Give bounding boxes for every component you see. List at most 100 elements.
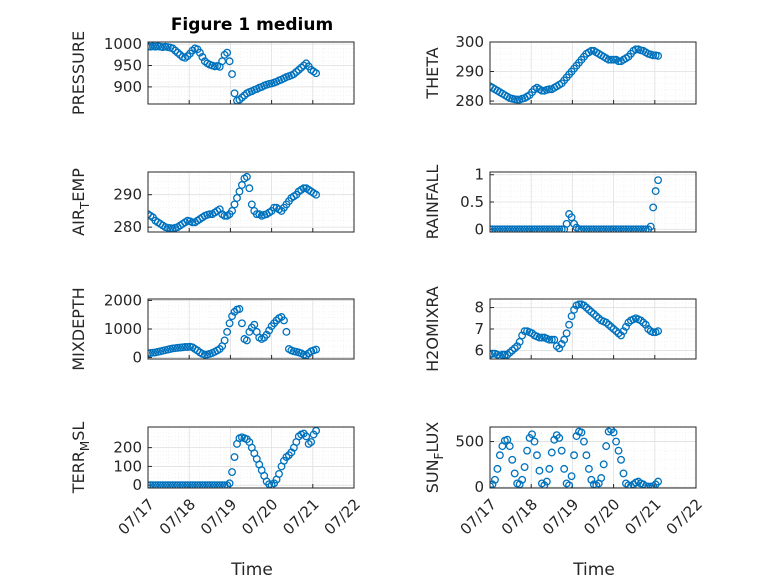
y-axis-label: MIXDEPTH (69, 287, 88, 370)
data-point (245, 327, 254, 336)
data-point (654, 327, 663, 336)
data-point (607, 322, 616, 331)
data-point (565, 320, 574, 329)
data-point (589, 310, 598, 318)
data-point (203, 481, 212, 488)
data-point (505, 442, 514, 451)
y-tick-label: 1000 (104, 320, 142, 338)
data-point (173, 481, 182, 488)
y-tick-label: 7 (474, 320, 484, 338)
subplot-pressure: 900 950 1000 PRESSURE (69, 31, 355, 115)
figure-title: Figure 1 medium (171, 15, 333, 35)
data-point (604, 225, 613, 232)
subplot-theta: 280 290 300 THETA (423, 33, 697, 110)
data-point (161, 481, 170, 488)
data-point (210, 481, 219, 488)
data-point (617, 455, 625, 464)
data-point (575, 300, 583, 309)
data-point (622, 322, 630, 331)
data-point (545, 464, 554, 473)
data-point (579, 437, 588, 446)
data-point (299, 184, 308, 193)
x-tick-label: 07/20 (580, 495, 623, 538)
data-point (198, 481, 207, 488)
subplot-h2omixra: 6 7 8 H2OMIXRA (423, 286, 697, 372)
data-point (193, 481, 202, 488)
data-point (520, 327, 529, 336)
data-point (294, 65, 303, 74)
data-point (614, 329, 623, 338)
x-axis-label-left: Time (230, 560, 273, 580)
data-point (631, 45, 640, 54)
data-point (634, 225, 643, 232)
data-point (515, 225, 524, 232)
data-point (520, 225, 529, 232)
data-point (220, 336, 229, 345)
data-point (235, 95, 244, 104)
data-point (493, 225, 502, 232)
data-point (237, 93, 246, 102)
x-tick-label: 07/18 (156, 495, 199, 538)
data-point (545, 85, 554, 94)
data-point (644, 482, 653, 488)
y-tick-label: 500 (455, 433, 484, 451)
data-point (275, 469, 283, 478)
axes-frame (489, 41, 697, 105)
data-point (582, 451, 591, 460)
data-point (235, 187, 244, 196)
data-point (191, 481, 199, 488)
data-point (218, 481, 227, 488)
data-point (156, 481, 165, 488)
data-point (560, 464, 569, 473)
y-tick-label: 290 (455, 63, 484, 81)
y-tick-label: 900 (113, 78, 142, 96)
data-point (490, 225, 497, 232)
data-point (215, 481, 224, 488)
data-point (490, 475, 499, 484)
y-tick-label: 1 (474, 166, 484, 184)
data-point (587, 307, 596, 316)
data-point (649, 328, 658, 337)
data-point (577, 225, 586, 232)
data-point (587, 46, 596, 55)
data-point (498, 225, 507, 232)
data-point (587, 225, 596, 232)
data-point (612, 225, 621, 232)
data-point (557, 340, 566, 348)
data-point (230, 453, 239, 461)
x-tick-label: 07/22 (321, 495, 364, 538)
data-point (213, 481, 222, 488)
data-point (508, 346, 517, 355)
data-point (503, 225, 512, 232)
axes-frame (489, 426, 697, 489)
data-point (597, 474, 606, 482)
y-tick-label: 280 (113, 218, 142, 236)
data-point (619, 327, 628, 336)
data-point (584, 464, 593, 473)
data-point (242, 336, 251, 345)
y-axis-label: THETA (423, 47, 442, 99)
data-point (237, 319, 246, 328)
data-point (220, 50, 229, 59)
y-tick-label: 0 (474, 478, 484, 496)
data-point (523, 225, 532, 232)
data-point (525, 225, 534, 232)
data-point (641, 320, 650, 329)
y-axis-label: PRESSURE (69, 31, 88, 115)
data-point (631, 225, 640, 232)
data-point (562, 329, 571, 338)
x-tick-label: 07/18 (498, 495, 541, 538)
data-point (567, 213, 576, 222)
data-point (493, 464, 502, 473)
data-point (567, 472, 576, 481)
data-point (542, 225, 551, 232)
data-point (604, 55, 613, 64)
data-point (535, 225, 544, 232)
data-point (265, 326, 274, 335)
axes-frame (147, 41, 355, 105)
data-point (250, 320, 259, 329)
data-point (513, 95, 522, 104)
data-point (570, 305, 578, 314)
data-point (579, 301, 588, 310)
